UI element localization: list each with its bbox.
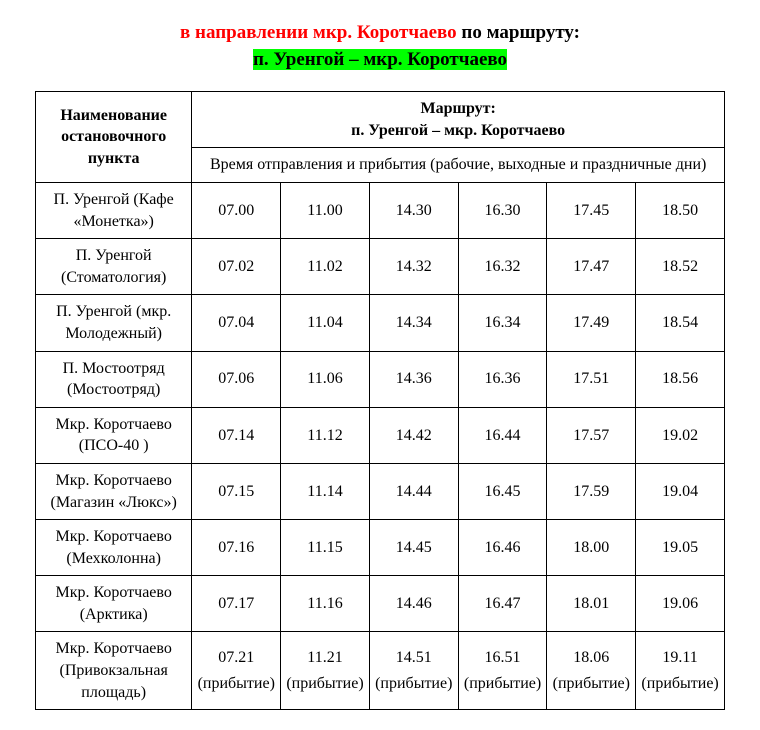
direction-line: в направлении мкр. Коротчаево по маршрут…: [35, 20, 725, 47]
time-cell: 17.57: [547, 407, 636, 463]
time-cell: 07.02: [192, 239, 281, 295]
header-stop: Наименование остановочного пункта: [36, 92, 192, 183]
time-cell: 17.59: [547, 463, 636, 519]
time-cell: 07.00: [192, 182, 281, 238]
table-row: П. Уренгой (мкр. Молодежный)07.0411.0414…: [36, 295, 725, 351]
route-name: п. Уренгой – мкр. Коротчаево: [253, 49, 507, 70]
time-cell: 14.45: [369, 520, 458, 576]
time-cell: 11.15: [281, 520, 370, 576]
time-cell: 17.49: [547, 295, 636, 351]
stop-cell: П. Мостоотряд (Мостоотряд): [36, 351, 192, 407]
time-value: 18.06: [551, 645, 631, 671]
direction-suffix: по маршруту:: [457, 22, 580, 43]
time-cell: 18.01: [547, 576, 636, 632]
table-row: Мкр. Коротчаево (Привокзальная площадь)0…: [36, 632, 725, 710]
route-line: п. Уренгой – мкр. Коротчаево: [35, 47, 725, 74]
header-route-label: Маршрут:: [196, 98, 720, 120]
time-cell: 14.46: [369, 576, 458, 632]
time-value: 14.51: [374, 645, 454, 671]
time-cell: 14.51(прибытие): [369, 632, 458, 710]
table-row: П. Уренгой (Кафе «Монетка»)07.0011.0014.…: [36, 182, 725, 238]
time-cell: 16.45: [458, 463, 547, 519]
table-row: П. Мостоотряд (Мостоотряд)07.0611.0614.3…: [36, 351, 725, 407]
time-cell: 07.04: [192, 295, 281, 351]
table-row: П. Уренгой (Стоматология)07.0211.0214.32…: [36, 239, 725, 295]
time-cell: 18.56: [636, 351, 725, 407]
table-row: Мкр. Коротчаево (ПСО-40 )07.1411.1214.42…: [36, 407, 725, 463]
time-cell: 17.45: [547, 182, 636, 238]
time-cell: 14.42: [369, 407, 458, 463]
time-cell: 16.30: [458, 182, 547, 238]
time-cell: 14.44: [369, 463, 458, 519]
stop-cell: П. Уренгой (мкр. Молодежный): [36, 295, 192, 351]
time-cell: 17.51: [547, 351, 636, 407]
time-cell: 16.44: [458, 407, 547, 463]
stop-cell: Мкр. Коротчаево (Мехколонна): [36, 520, 192, 576]
time-cell: 14.34: [369, 295, 458, 351]
title-block: в направлении мкр. Коротчаево по маршрут…: [35, 20, 725, 73]
stop-cell: Мкр. Коротчаево (ПСО-40 ): [36, 407, 192, 463]
arrival-label: (прибытие): [551, 671, 631, 697]
time-cell: 11.16: [281, 576, 370, 632]
time-cell: 07.14: [192, 407, 281, 463]
table-row: Мкр. Коротчаево (Мехколонна)07.1611.1514…: [36, 520, 725, 576]
time-cell: 07.16: [192, 520, 281, 576]
table-header-row-1: Наименование остановочного пункта Маршру…: [36, 92, 725, 148]
table-row: Мкр. Коротчаево (Арктика)07.1711.1614.46…: [36, 576, 725, 632]
time-value: 16.51: [463, 645, 543, 671]
table-row: Мкр. Коротчаево (Магазин «Люкс»)07.1511.…: [36, 463, 725, 519]
time-cell: 19.05: [636, 520, 725, 576]
stop-cell: П. Уренгой (Кафе «Монетка»): [36, 182, 192, 238]
time-cell: 19.02: [636, 407, 725, 463]
time-cell: 19.11(прибытие): [636, 632, 725, 710]
stop-cell: Мкр. Коротчаево (Магазин «Люкс»): [36, 463, 192, 519]
time-cell: 11.21(прибытие): [281, 632, 370, 710]
time-cell: 19.04: [636, 463, 725, 519]
time-cell: 11.00: [281, 182, 370, 238]
header-time: Время отправления и прибытия (рабочие, в…: [192, 148, 725, 183]
time-value: 19.11: [640, 645, 720, 671]
time-cell: 07.21(прибытие): [192, 632, 281, 710]
time-cell: 11.02: [281, 239, 370, 295]
time-cell: 07.06: [192, 351, 281, 407]
time-cell: 16.51(прибытие): [458, 632, 547, 710]
time-cell: 11.14: [281, 463, 370, 519]
time-cell: 16.34: [458, 295, 547, 351]
header-route: Маршрут: п. Уренгой – мкр. Коротчаево: [192, 92, 725, 148]
time-cell: 16.46: [458, 520, 547, 576]
schedule-table: Наименование остановочного пункта Маршру…: [35, 91, 725, 710]
direction-text: в направлении мкр. Коротчаево: [180, 22, 457, 43]
time-cell: 19.06: [636, 576, 725, 632]
stop-cell: П. Уренгой (Стоматология): [36, 239, 192, 295]
stop-cell: Мкр. Коротчаево (Арктика): [36, 576, 192, 632]
time-cell: 07.17: [192, 576, 281, 632]
time-cell: 14.32: [369, 239, 458, 295]
time-cell: 11.04: [281, 295, 370, 351]
time-value: 07.21: [196, 645, 276, 671]
time-cell: 18.06(прибытие): [547, 632, 636, 710]
time-value: 11.21: [285, 645, 365, 671]
time-cell: 16.47: [458, 576, 547, 632]
stop-cell: Мкр. Коротчаево (Привокзальная площадь): [36, 632, 192, 710]
arrival-label: (прибытие): [285, 671, 365, 697]
time-cell: 16.36: [458, 351, 547, 407]
arrival-label: (прибытие): [640, 671, 720, 697]
time-cell: 14.30: [369, 182, 458, 238]
arrival-label: (прибытие): [463, 671, 543, 697]
time-cell: 18.52: [636, 239, 725, 295]
time-cell: 17.47: [547, 239, 636, 295]
arrival-label: (прибытие): [196, 671, 276, 697]
time-cell: 18.54: [636, 295, 725, 351]
time-cell: 14.36: [369, 351, 458, 407]
time-cell: 18.50: [636, 182, 725, 238]
header-route-name: п. Уренгой – мкр. Коротчаево: [196, 120, 720, 142]
time-cell: 11.12: [281, 407, 370, 463]
time-cell: 18.00: [547, 520, 636, 576]
time-cell: 07.15: [192, 463, 281, 519]
time-cell: 11.06: [281, 351, 370, 407]
table-body: П. Уренгой (Кафе «Монетка»)07.0011.0014.…: [36, 182, 725, 709]
arrival-label: (прибытие): [374, 671, 454, 697]
time-cell: 16.32: [458, 239, 547, 295]
